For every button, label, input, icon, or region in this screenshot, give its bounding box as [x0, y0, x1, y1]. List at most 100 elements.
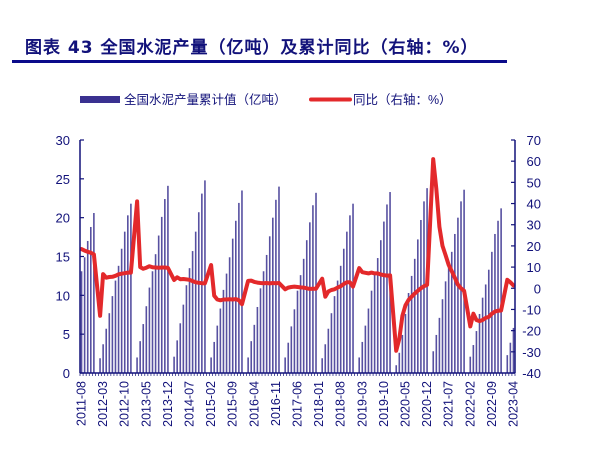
- bar: [102, 344, 104, 373]
- bar: [324, 344, 327, 373]
- bar: [336, 280, 339, 373]
- title-divider: [12, 60, 507, 63]
- bar: [241, 190, 243, 373]
- bar: [457, 217, 459, 373]
- bar: [454, 233, 456, 373]
- bar: [117, 265, 120, 373]
- axes: 0 5 10 15 20 25 30 -40 -30 -20 -10 0 10 20 30 40 50 60 70 2…: [56, 133, 541, 427]
- bar: [478, 313, 481, 373]
- bar: [370, 290, 373, 373]
- bar: [262, 271, 265, 373]
- bar: [447, 266, 450, 373]
- x-tick-label: 2021-07: [442, 381, 456, 427]
- bar: [481, 297, 484, 373]
- bar: [379, 240, 382, 373]
- x-tick-label: 2022-02: [463, 381, 477, 427]
- bar: [330, 313, 333, 373]
- right-tick-label: 60: [527, 154, 541, 169]
- bar: [401, 334, 404, 373]
- bar: [438, 317, 441, 373]
- bar: [238, 202, 240, 373]
- bar: [383, 221, 385, 373]
- bar: [99, 358, 101, 373]
- left-tick-label: 5: [63, 327, 70, 342]
- bar: [148, 287, 151, 373]
- x-tick-label: 2020-05: [398, 381, 412, 427]
- bar: [404, 313, 407, 373]
- bar: [89, 226, 92, 373]
- bar: [136, 357, 138, 373]
- bar: [219, 308, 222, 373]
- bar: [358, 357, 361, 373]
- left-tick-label: 30: [56, 133, 70, 148]
- bar: [268, 236, 271, 373]
- x-tick-label: 2012-03: [96, 381, 110, 427]
- bar: [287, 342, 290, 373]
- bar: [333, 296, 336, 373]
- bar: [139, 341, 141, 373]
- bar: [500, 208, 502, 373]
- bar: [444, 281, 447, 373]
- bar: [108, 313, 111, 373]
- bar: [253, 324, 256, 373]
- legend-label-line: 同比（右轴：%）: [353, 92, 452, 107]
- x-tick-label: 2019-03: [355, 381, 369, 427]
- bar: [160, 216, 163, 373]
- bar: [216, 325, 219, 373]
- bar: [284, 357, 286, 373]
- legend: 全国水泥产量累计值（亿吨） 同比（右轴：%）: [80, 92, 452, 107]
- bar: [472, 345, 475, 373]
- bar: [204, 180, 206, 373]
- bar: [231, 238, 234, 373]
- bar: [417, 239, 419, 373]
- bar: [420, 219, 422, 373]
- bar: [315, 192, 317, 373]
- bar: [247, 357, 249, 373]
- bar: [376, 258, 379, 373]
- bar: [293, 309, 296, 373]
- bar: [176, 340, 178, 373]
- x-tick-label: 2015-09: [226, 381, 240, 427]
- x-tick-label: 2013-05: [139, 381, 153, 427]
- bar: [339, 265, 342, 373]
- bar: [469, 356, 472, 373]
- bar: [463, 189, 465, 373]
- bar: [432, 351, 435, 373]
- bar: [123, 231, 126, 373]
- bar: [342, 248, 345, 373]
- bar: [410, 275, 413, 373]
- right-tick-label: 30: [527, 218, 541, 233]
- right-tick-label: 70: [527, 133, 541, 148]
- x-tick-label: 2016-11: [269, 381, 283, 426]
- bar: [395, 365, 398, 373]
- bar: [296, 290, 299, 373]
- bar: [83, 257, 86, 373]
- bar: [185, 285, 188, 373]
- bar: [120, 248, 123, 373]
- bar: [398, 352, 401, 373]
- bar-series: [80, 180, 515, 373]
- bar: [114, 280, 117, 373]
- x-tick-label: 2018-08: [334, 381, 348, 427]
- right-tick-label: 0: [534, 281, 541, 296]
- bar: [290, 326, 293, 373]
- bar: [494, 233, 496, 373]
- bar: [194, 231, 197, 373]
- legend-swatch-bars: [80, 96, 120, 103]
- bar: [373, 274, 376, 373]
- bar: [346, 231, 348, 373]
- bar: [275, 199, 277, 373]
- bar: [309, 222, 311, 373]
- bar: [213, 341, 216, 373]
- bar: [130, 203, 132, 373]
- bar: [179, 323, 182, 373]
- bar: [321, 358, 323, 373]
- bar: [105, 328, 108, 373]
- bar: [259, 288, 262, 373]
- bar: [164, 199, 166, 373]
- bar: [93, 213, 95, 373]
- bar: [256, 306, 259, 373]
- bar: [234, 220, 237, 373]
- x-tick-label: 2019-10: [377, 381, 391, 427]
- left-tick-label: 15: [56, 250, 70, 265]
